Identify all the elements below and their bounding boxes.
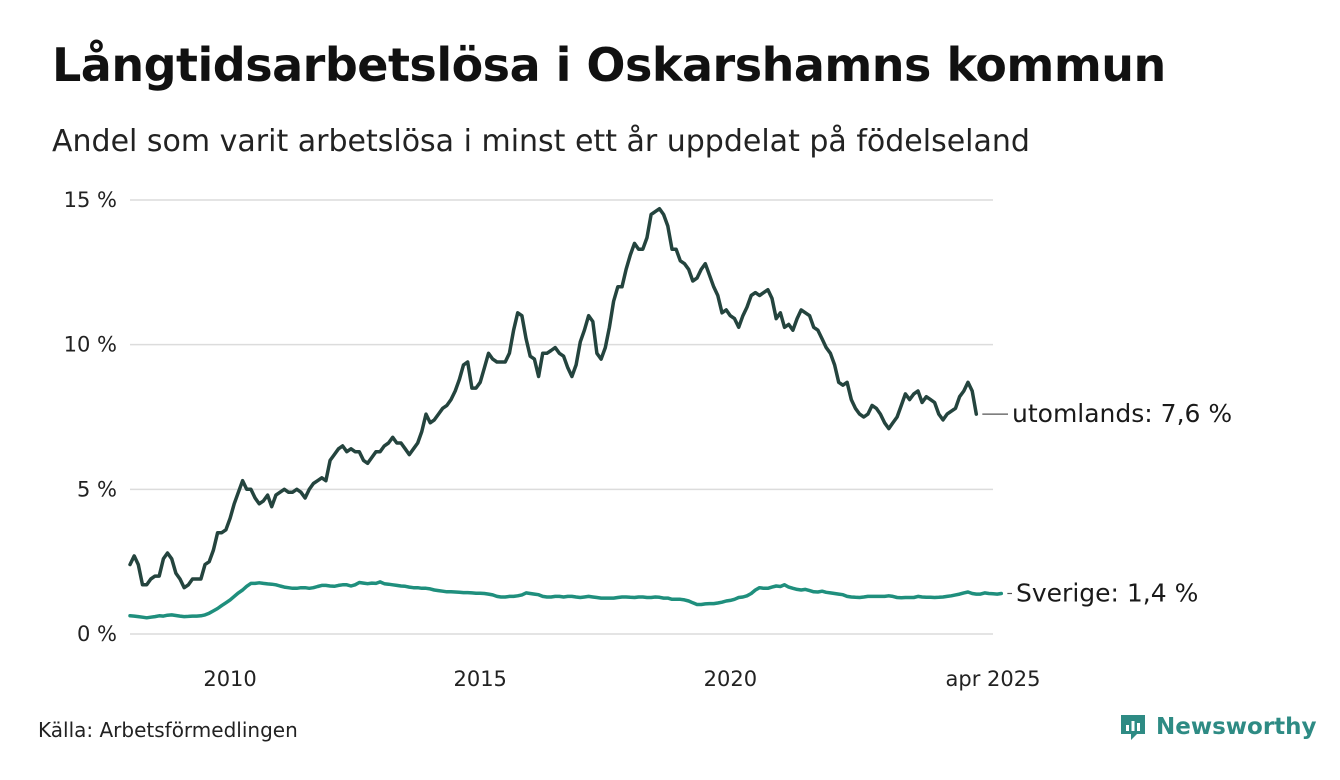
x-tick-label: 2015: [453, 667, 506, 691]
brand-name: Newsworthy: [1156, 714, 1317, 740]
series-line-utomlands: [128, 206, 979, 590]
line-chart: 0 % 5 % 10 % 15 % 2010 2015 2020 apr 2025 utomla…: [64, 188, 1233, 691]
series-line-sverige: [128, 580, 1004, 620]
chart-title: Långtidsarbetslösa i Oskarshamns kommun: [52, 38, 1166, 92]
end-label-sverige: Sverige: 1,4 %: [1016, 578, 1198, 607]
chart-subtitle: Andel som varit arbetslösa i minst ett å…: [52, 124, 1030, 159]
end-label-utomlands: utomlands: 7,6 %: [1012, 399, 1232, 428]
y-tick-label: 15 %: [64, 188, 117, 212]
x-tick-label: 2010: [203, 667, 256, 691]
y-tick-label: 0 %: [77, 622, 117, 646]
brand[interactable]: Newsworthy: [1118, 712, 1317, 742]
x-tick-label: apr 2025: [946, 667, 1041, 691]
x-tick-label: 2020: [704, 667, 757, 691]
y-tick-label: 5 %: [77, 477, 117, 501]
y-tick-label: 10 %: [64, 333, 117, 357]
newsworthy-logo-icon: [1121, 715, 1145, 740]
source-note: Källa: Arbetsförmedlingen: [38, 718, 298, 742]
